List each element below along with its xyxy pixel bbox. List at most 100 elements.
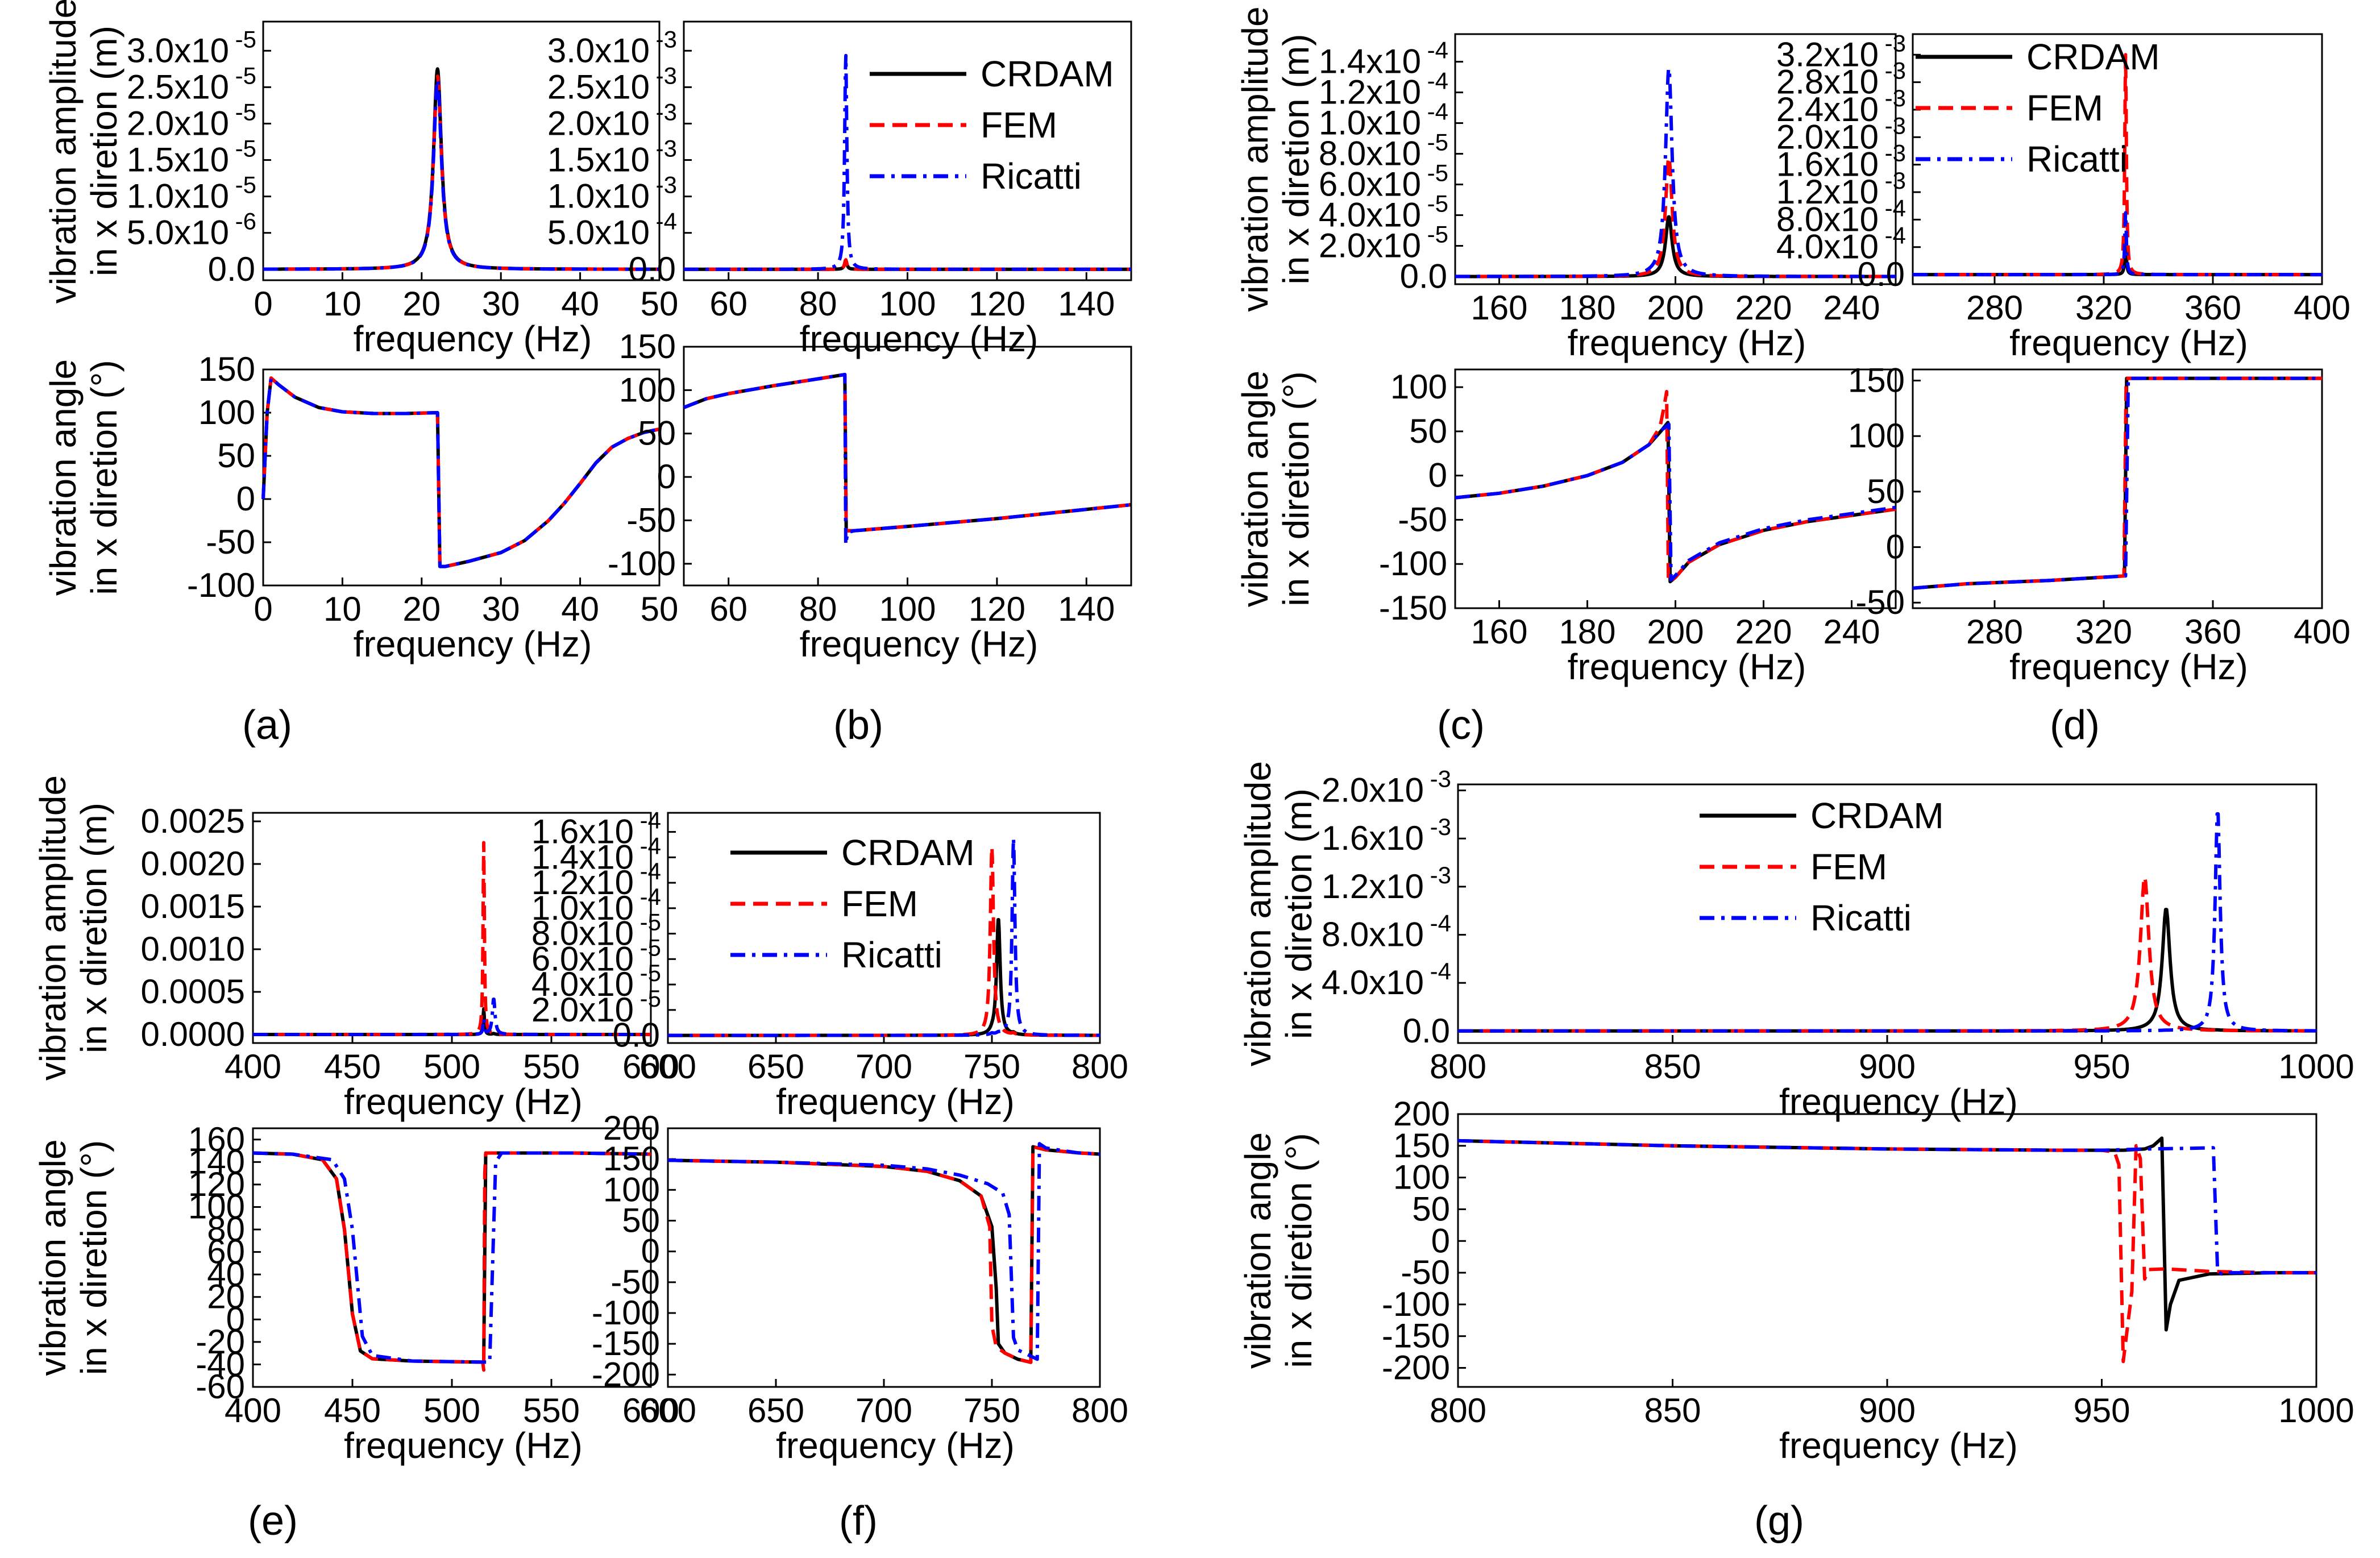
panel-g-phase-crdam-line [1457, 1136, 2316, 1332]
panel-e-phase-ytick-label: 60 [207, 1233, 245, 1271]
panel-c-amplitude-ytick-label: 6.0x10 [1319, 165, 1421, 203]
panel-a-amplitude-ytick-label: 1.5x10 [127, 141, 229, 179]
panel-a-phase-xtick-label: 40 [561, 590, 599, 628]
panel-c-phase-ytick-label: 0 [1428, 456, 1447, 495]
panel-b-amplitude-xtick-label: 100 [879, 285, 936, 323]
panel-f-phase-ytick-label: 50 [622, 1202, 660, 1240]
panel-e-amplitude-xtick-label: 600 [622, 1048, 679, 1086]
panel-c-phase-crdam-line [1455, 421, 1896, 584]
panel-a-phase-ylabel-line1: vibration angle [43, 359, 84, 596]
panel-f-phase-crdam-line [667, 1145, 1100, 1364]
panel-f-phase-ytick-label: 0 [641, 1232, 660, 1270]
panel-a-phase-ytick-label: 150 [198, 350, 255, 388]
panel-d-amplitude-xtick-label: 360 [2184, 289, 2241, 327]
panel-c-amplitude-ytick-label: 2.0x10 [1319, 227, 1421, 265]
panel-d-phase-crdam-line [1912, 376, 2322, 590]
panel-e-phase-xlabel: frequency (Hz) [344, 1425, 583, 1466]
panel-c-amplitude-ricatti-line [1453, 67, 1897, 279]
panel-d-amplitude-ytick-label: 2.4x10 [1776, 90, 1879, 128]
panel-e: 400 450 500 550 6000.00000.00050.00100.00150… [32, 775, 679, 1544]
panel-a-amplitude-xlabel: frequency (Hz) [354, 318, 592, 359]
panel-b-amplitude-ytick-exponent: -3 [656, 135, 677, 162]
panel-e-amplitude-ylabel-line2: in x diretion (m) [73, 803, 114, 1053]
panel-g-amplitude-ytick-exponent: -3 [1430, 813, 1451, 840]
panel-f-caption: (f) [839, 1498, 878, 1544]
panel-f-amplitude-ytick-exponent: -5 [640, 934, 661, 961]
panel-f-phase-ytick-label: 100 [603, 1170, 660, 1208]
legend-label-ricatti: Ricatti [981, 156, 1082, 197]
panel-a: 0 10 20 30 40 500.05.0x10 -61.0x10 -51.5x10 -52.… [43, 0, 678, 748]
panel-a-amplitude-ytick-exponent: -5 [235, 135, 256, 162]
panel-b-caption: (b) [833, 703, 883, 748]
panel-c-phase-ylabel-line2: in x diretion (°) [1276, 371, 1316, 606]
legend-label-crdam: CRDAM [981, 53, 1114, 94]
panel-a-amplitude-ytick-exponent: -5 [235, 62, 256, 89]
panel-a-phase-fem-line [261, 376, 660, 568]
panel-a-caption: (a) [242, 703, 292, 748]
panel-a-amplitude-frame [262, 20, 661, 281]
panel-b-amplitude-xtick-label: 60 [709, 285, 747, 323]
panel-g-legend: CRDAM FEM Ricatti [1700, 795, 1944, 938]
panel-c-phase-ytick-label: -100 [1379, 545, 1447, 583]
panel-c-phase-xtick-label: 200 [1647, 613, 1704, 651]
legend-label-fem: FEM [1810, 846, 1887, 887]
panel-c-amplitude-ytick-exponent: -5 [1427, 160, 1448, 186]
panel-d-amplitude-xlabel: frequency (Hz) [2009, 322, 2248, 363]
panel-g-phase-ytick-label: 200 [1393, 1095, 1450, 1133]
panel-e-phase-ytick-label: 120 [188, 1165, 245, 1203]
panel-b-amplitude-ytick-exponent: -4 [656, 208, 677, 235]
panel-c-phase-plot: 160 180 200 220 240 -150 -100 -50 0 50 100 frequenc… [1235, 368, 1897, 687]
panel-a-amplitude-plot: 0 10 20 30 40 500.05.0x10 -61.0x10 -51.5x10 -52.… [43, 0, 678, 359]
panel-b-phase-crdam-line [683, 372, 1132, 533]
panel-g-amplitude-ytick-exponent: -3 [1430, 766, 1451, 792]
panel-b-legend: CRDAM FEM Ricatti [870, 53, 1114, 197]
panel-d-amplitude-ytick-label: 8.0x10 [1776, 200, 1879, 238]
panel-g-amplitude-xtick-label: 1000 [2278, 1048, 2354, 1086]
panel-b-amplitude-ricatti-line [682, 53, 1133, 271]
panel-c-phase-xtick-label: 240 [1823, 613, 1880, 651]
panel-d-amplitude-ytick-exponent: -3 [1885, 140, 1906, 167]
panel-f-phase-ricatti-line [667, 1142, 1100, 1361]
panel-e-amplitude-xtick-label: 400 [225, 1048, 281, 1086]
panel-d-phase-fem-line [1912, 376, 2322, 590]
panel-g-phase-ytick-label: 150 [1393, 1127, 1450, 1165]
panel-g-amplitude-fem-line [1457, 875, 2317, 1033]
panel-d-amplitude-ytick-label: 1.6x10 [1776, 146, 1879, 184]
legend-label-ricatti: Ricatti [1810, 898, 1912, 938]
panel-b-phase-frame [683, 346, 1132, 587]
panel-a-amplitude-ytick-label: 5.0x10 [127, 214, 229, 252]
panel-a-phase-xtick-label: 0 [254, 590, 272, 628]
panel-d-phase-xtick-label: 360 [2184, 613, 2241, 651]
panel-a-phase-ytick-label: 0 [236, 480, 255, 518]
panel-g-phase-ytick-label: -50 [1401, 1253, 1450, 1291]
panel-d-phase-ytick-label: 150 [1848, 362, 1905, 400]
panel-c-amplitude-ytick-label: 0.0 [1400, 257, 1447, 296]
panel-d-amplitude-xtick-label: 320 [2075, 289, 2132, 327]
panel-c-amplitude-ytick-label: 1.0x10 [1319, 104, 1421, 142]
panel-f-phase-ytick-label: -100 [592, 1294, 660, 1332]
panel-c-amplitude-xlabel: frequency (Hz) [1568, 322, 1806, 363]
panel-g-phase-ytick-label: 100 [1393, 1158, 1450, 1196]
panel-a-amplitude-ricatti-line [261, 78, 661, 271]
panel-e-phase-xtick-label: 400 [225, 1391, 281, 1430]
panel-g-amplitude-xtick-label: 800 [1430, 1048, 1486, 1086]
panel-b-phase-ytick-label: -50 [626, 501, 676, 539]
panel-e-amplitude-ytick-label: 0.0005 [140, 973, 245, 1011]
panel-f-amplitude-ytick-label: 2.0x10 [531, 991, 634, 1029]
panel-g-phase-ytick-label: 50 [1412, 1190, 1450, 1228]
panel-b-amplitude-ytick-label: 1.0x10 [547, 177, 650, 215]
panel-d-phase-ytick-label: 100 [1848, 417, 1905, 455]
panel-g-amplitude-xtick-label: 950 [2073, 1048, 2130, 1086]
panel-g-phase-ylabel-line1: vibration angle [1237, 1132, 1278, 1369]
panel-c-amplitude-ytick-exponent: -4 [1427, 37, 1448, 64]
panel-b-amplitude-xlabel: frequency (Hz) [800, 318, 1039, 359]
panel-a-phase-xtick-label: 10 [323, 590, 362, 628]
panel-c-amplitude-ytick-label: 4.0x10 [1319, 196, 1421, 234]
panel-g-phase-ytick-label: -150 [1382, 1317, 1450, 1355]
panel-c-amplitude-ytick-label: 8.0x10 [1319, 135, 1421, 173]
panel-a-phase-ytick-label: -100 [187, 566, 255, 604]
panel-b-phase-ytick-label: -100 [608, 545, 676, 583]
panel-d-phase-frame [1912, 368, 2323, 609]
